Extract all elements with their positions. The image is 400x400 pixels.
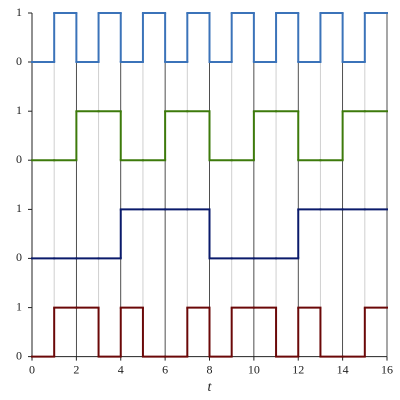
y-tick-label: 0 xyxy=(16,152,22,166)
y-tick-label: 1 xyxy=(16,103,22,117)
y-tick-label: 1 xyxy=(16,5,22,19)
x-tick-label: 14 xyxy=(337,362,349,376)
y-tick-label: 1 xyxy=(16,201,22,215)
x-tick-label: 12 xyxy=(292,362,304,376)
y-tick-label: 0 xyxy=(16,348,22,362)
y-tick-label: 0 xyxy=(16,54,22,68)
y-tick-label: 1 xyxy=(16,299,22,313)
x-tick-label: 8 xyxy=(207,362,213,376)
x-tick-label: 0 xyxy=(29,362,35,376)
x-tick-label: 10 xyxy=(248,362,260,376)
x-tick-label: 6 xyxy=(162,362,168,376)
y-tick-label: 0 xyxy=(16,250,22,264)
x-axis-label: t xyxy=(208,380,213,395)
x-tick-label: 16 xyxy=(381,362,393,376)
x-tick-label: 2 xyxy=(73,362,79,376)
x-tick-label: 4 xyxy=(118,362,124,376)
